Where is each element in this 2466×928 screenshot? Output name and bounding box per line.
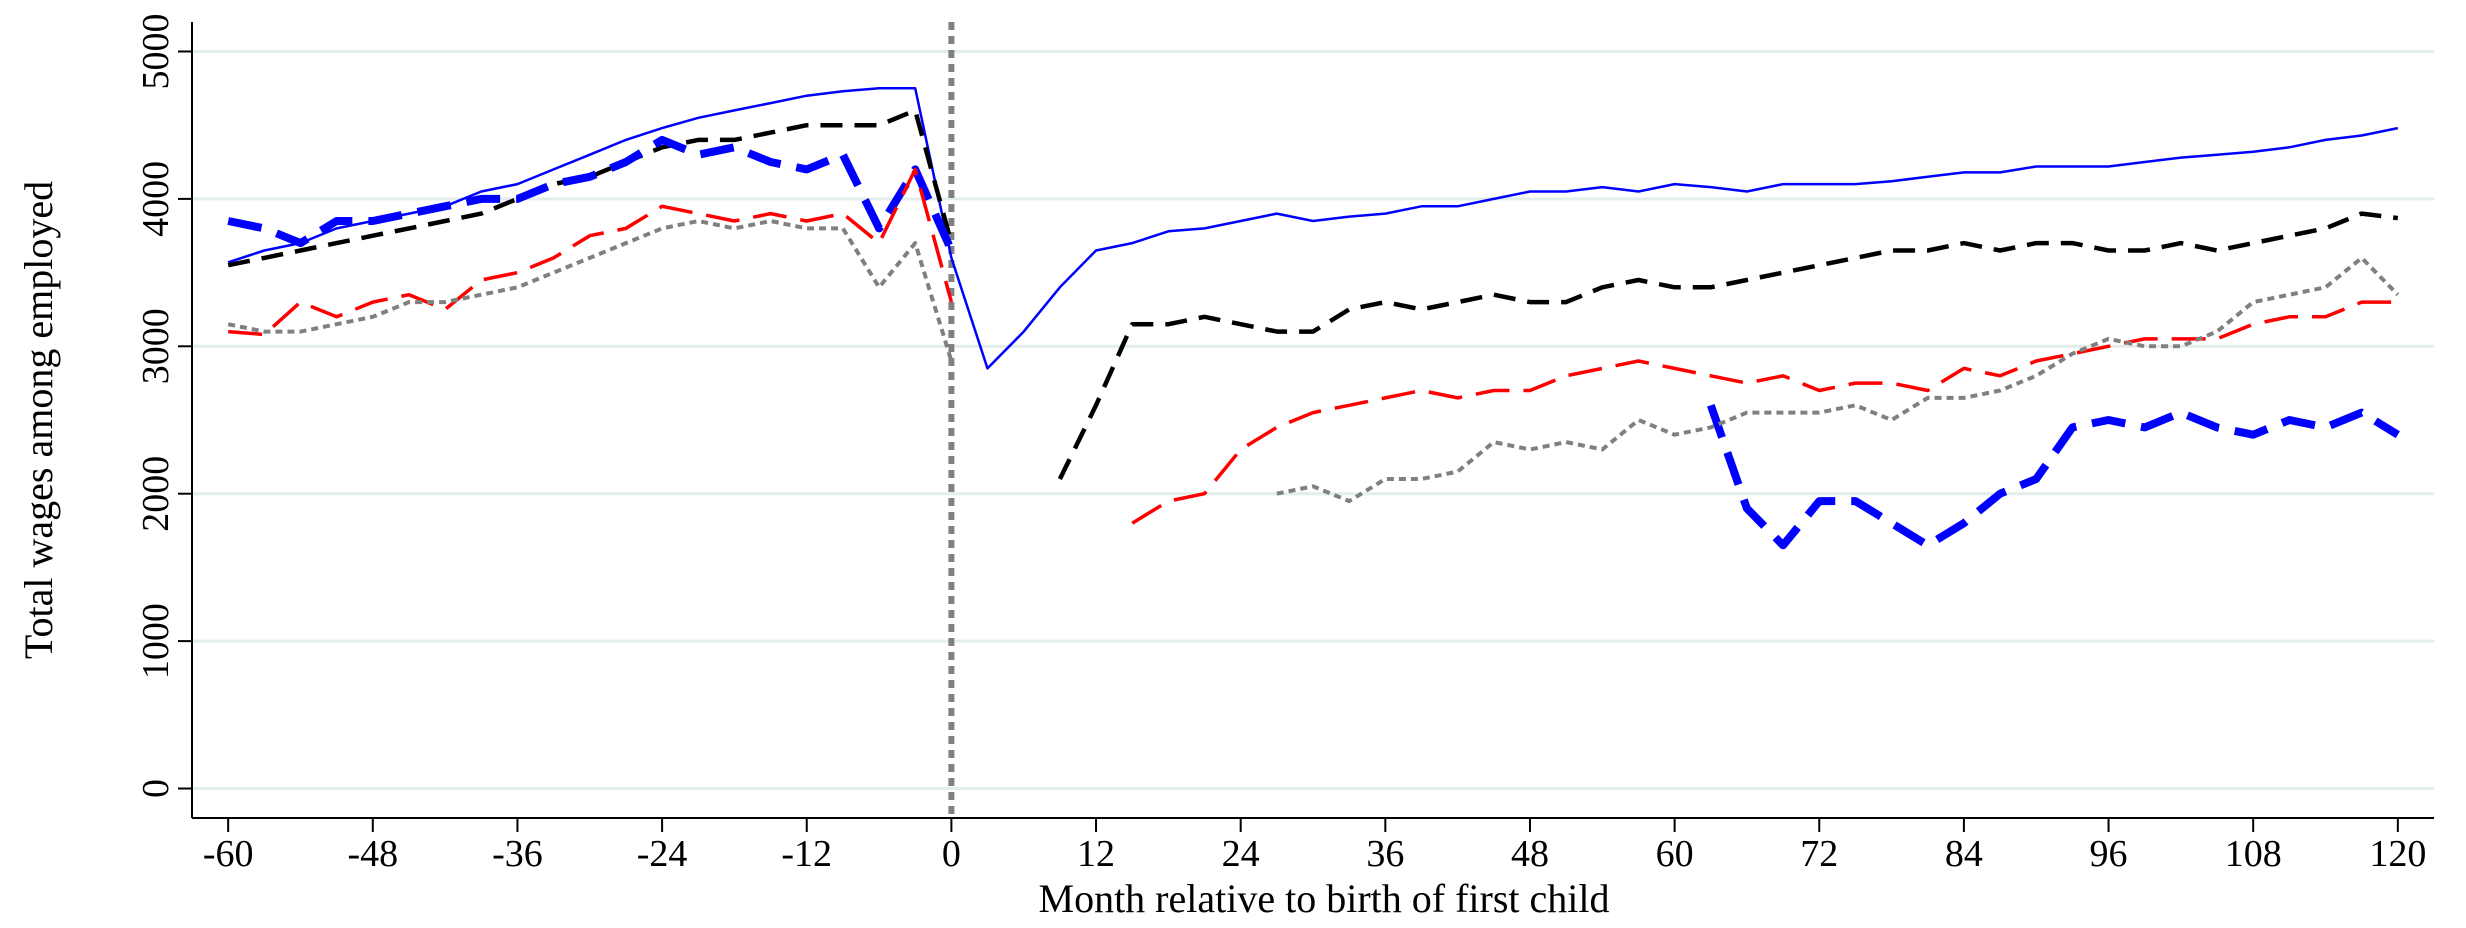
- y-tick-label: 3000: [135, 308, 177, 384]
- x-tick-label: 120: [2369, 833, 2426, 875]
- x-tick-label: 0: [942, 833, 961, 875]
- y-tick-label: 4000: [135, 161, 177, 237]
- series-line: [227, 87, 2399, 370]
- y-tick-label: 0: [135, 779, 177, 798]
- y-axis-title: Total wages among employed: [16, 181, 61, 659]
- series-line: [227, 135, 2400, 550]
- y-tick-label: 5000: [135, 13, 177, 89]
- x-tick-label: -48: [347, 833, 398, 875]
- x-tick-label: 36: [1366, 833, 1404, 875]
- x-tick-label: 72: [1800, 833, 1838, 875]
- x-tick-label: -36: [492, 833, 543, 875]
- x-tick-label: -24: [637, 833, 688, 875]
- y-tick-label: 2000: [135, 456, 177, 532]
- series-line: [227, 219, 2400, 504]
- x-tick-label: 60: [1656, 833, 1694, 875]
- series-line: [227, 108, 2399, 480]
- x-tick-label: 12: [1077, 833, 1115, 875]
- x-tick-label: 48: [1511, 833, 1549, 875]
- x-tick-label: 24: [1222, 833, 1260, 875]
- x-tick-label: 96: [2090, 833, 2128, 875]
- x-tick-label: 84: [1945, 833, 1983, 875]
- x-tick-label: -12: [781, 833, 832, 875]
- x-axis-title: Month relative to birth of first child: [1039, 876, 1610, 921]
- y-tick-label: 1000: [135, 603, 177, 679]
- series-line: [228, 167, 2398, 525]
- x-tick-label: -60: [203, 833, 254, 875]
- x-tick-label: 108: [2225, 833, 2282, 875]
